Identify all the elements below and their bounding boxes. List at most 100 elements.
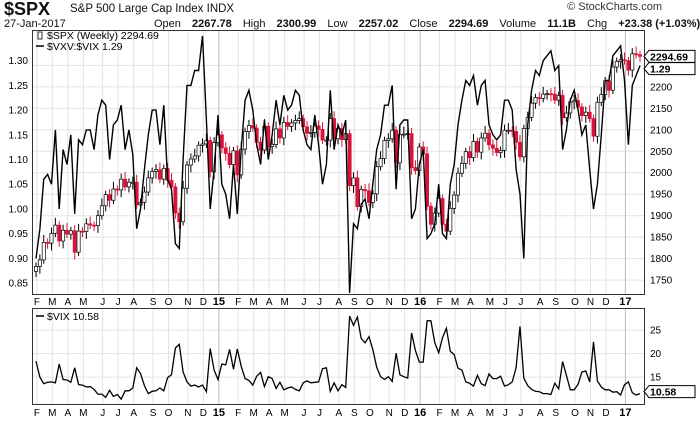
left-axis-tick-label: 1.20 bbox=[9, 106, 29, 117]
vix-x-axis-label: A bbox=[467, 408, 474, 419]
x-axis-label: O bbox=[165, 297, 173, 308]
candle-body bbox=[622, 59, 627, 62]
x-axis-label: D bbox=[401, 297, 408, 308]
left-axis-tick-label: 1.25 bbox=[9, 81, 29, 92]
vix-x-axis-label: D bbox=[602, 408, 609, 419]
candle-body bbox=[579, 106, 584, 116]
candle-body bbox=[475, 141, 480, 153]
candle-body bbox=[545, 93, 550, 96]
vix-x-axis-label: M bbox=[79, 408, 87, 419]
candle-body bbox=[471, 141, 476, 159]
candle-body bbox=[200, 143, 205, 146]
x-axis-label: M bbox=[451, 297, 459, 308]
vix-x-axis-label: N bbox=[587, 408, 594, 419]
candle-body bbox=[157, 169, 162, 180]
candle-body bbox=[479, 137, 484, 153]
last-ratio-tag: 1.29 bbox=[643, 62, 696, 76]
left-axis-tick-label: 1.30 bbox=[9, 56, 29, 67]
vix-x-axis-label: M bbox=[48, 408, 56, 419]
x-axis-label: 16 bbox=[414, 296, 426, 308]
candle-body bbox=[552, 93, 557, 101]
candle-body bbox=[490, 144, 495, 149]
vix-x-axis-label: S bbox=[150, 408, 157, 419]
candle-body bbox=[196, 144, 201, 157]
vix-x-axis-label: O bbox=[165, 408, 173, 419]
candle-body bbox=[61, 229, 66, 242]
x-axis-label: A bbox=[336, 297, 343, 308]
candle-body bbox=[498, 150, 503, 153]
vix-x-axis-label: J bbox=[302, 408, 307, 419]
last-vix-tag-box bbox=[643, 385, 696, 399]
candle-body bbox=[161, 168, 166, 180]
candle-body bbox=[305, 126, 309, 134]
candle-body bbox=[456, 172, 460, 196]
left-axis-tick-label: 1.15 bbox=[9, 130, 29, 141]
candle-body bbox=[518, 141, 522, 158]
vix-x-axis-label: J bbox=[100, 408, 105, 419]
candle-body bbox=[502, 129, 507, 151]
candle-body bbox=[521, 128, 526, 158]
x-axis-label: O bbox=[571, 297, 579, 308]
x-axis-label: D bbox=[200, 297, 207, 308]
candle-body bbox=[192, 155, 197, 160]
date-label: 27-Jan-2017 bbox=[4, 18, 66, 30]
right-axis-tick-label: 2200 bbox=[650, 82, 673, 93]
candle-body bbox=[49, 232, 54, 244]
candle-body bbox=[72, 230, 77, 253]
x-axis-label: J bbox=[116, 297, 121, 308]
candle-body bbox=[320, 129, 325, 141]
candle-body bbox=[595, 101, 600, 137]
x-axis-label: S bbox=[150, 297, 157, 308]
candle-body bbox=[103, 194, 108, 207]
candle-body bbox=[297, 118, 302, 121]
candle-body bbox=[409, 133, 414, 168]
candle-body bbox=[45, 241, 50, 244]
x-axis-label: 17 bbox=[619, 296, 631, 308]
candle-body bbox=[487, 132, 491, 146]
x-axis-label: J bbox=[503, 297, 508, 308]
legend-candle-swatch bbox=[37, 31, 43, 40]
candle-body bbox=[591, 118, 596, 137]
candle-body bbox=[99, 205, 104, 217]
ohlc-readout: Open 2267.78 High 2300.99 Low 2257.02 Cl… bbox=[154, 18, 700, 30]
vix-x-axis-label: N bbox=[386, 408, 393, 419]
last-ratio-tag-text: 1.29 bbox=[650, 64, 671, 76]
candle-body bbox=[506, 129, 511, 132]
vix-x-axis-label: A bbox=[266, 408, 273, 419]
candle-body bbox=[119, 178, 124, 191]
candle-body bbox=[293, 119, 298, 124]
vix-x-axis-label: F bbox=[34, 408, 40, 419]
candle-body bbox=[378, 158, 383, 168]
candle-body bbox=[452, 194, 457, 209]
right-axis-tick-label: 1950 bbox=[650, 190, 673, 201]
candle-body bbox=[583, 111, 588, 116]
candle-body bbox=[428, 205, 433, 225]
x-axis-label: M bbox=[486, 297, 494, 308]
right-axis-tick-label: 2100 bbox=[650, 125, 673, 136]
candle-body bbox=[37, 259, 42, 267]
vix-x-axis-label: A bbox=[537, 408, 544, 419]
candle-body bbox=[277, 128, 282, 139]
candle-body bbox=[223, 147, 228, 154]
vix-x-axis-label: A bbox=[130, 408, 137, 419]
x-axis-label: J bbox=[302, 297, 307, 308]
vix-x-axis-label: 16 bbox=[414, 407, 426, 419]
legend-spx: $SPX (Weekly) 2294.69 bbox=[47, 30, 159, 42]
candle-body bbox=[638, 54, 642, 57]
left-axis-tick-label: 1.00 bbox=[9, 204, 29, 215]
candle-body bbox=[243, 131, 248, 150]
candle-body bbox=[599, 94, 604, 103]
vix-x-axis-label: J bbox=[116, 408, 121, 419]
candle-body bbox=[185, 164, 189, 189]
x-axis-label: N bbox=[587, 297, 594, 308]
candle-body bbox=[68, 230, 73, 235]
candle-body bbox=[231, 150, 236, 165]
candle-body bbox=[467, 151, 472, 159]
candle-body bbox=[65, 229, 69, 235]
candle-body bbox=[123, 178, 128, 188]
right-axis-tick-label: 1850 bbox=[650, 233, 673, 244]
last-vix-tag-text: 10.58 bbox=[650, 387, 676, 399]
candle-body bbox=[281, 122, 286, 139]
vix-x-axis-label: F bbox=[436, 408, 442, 419]
